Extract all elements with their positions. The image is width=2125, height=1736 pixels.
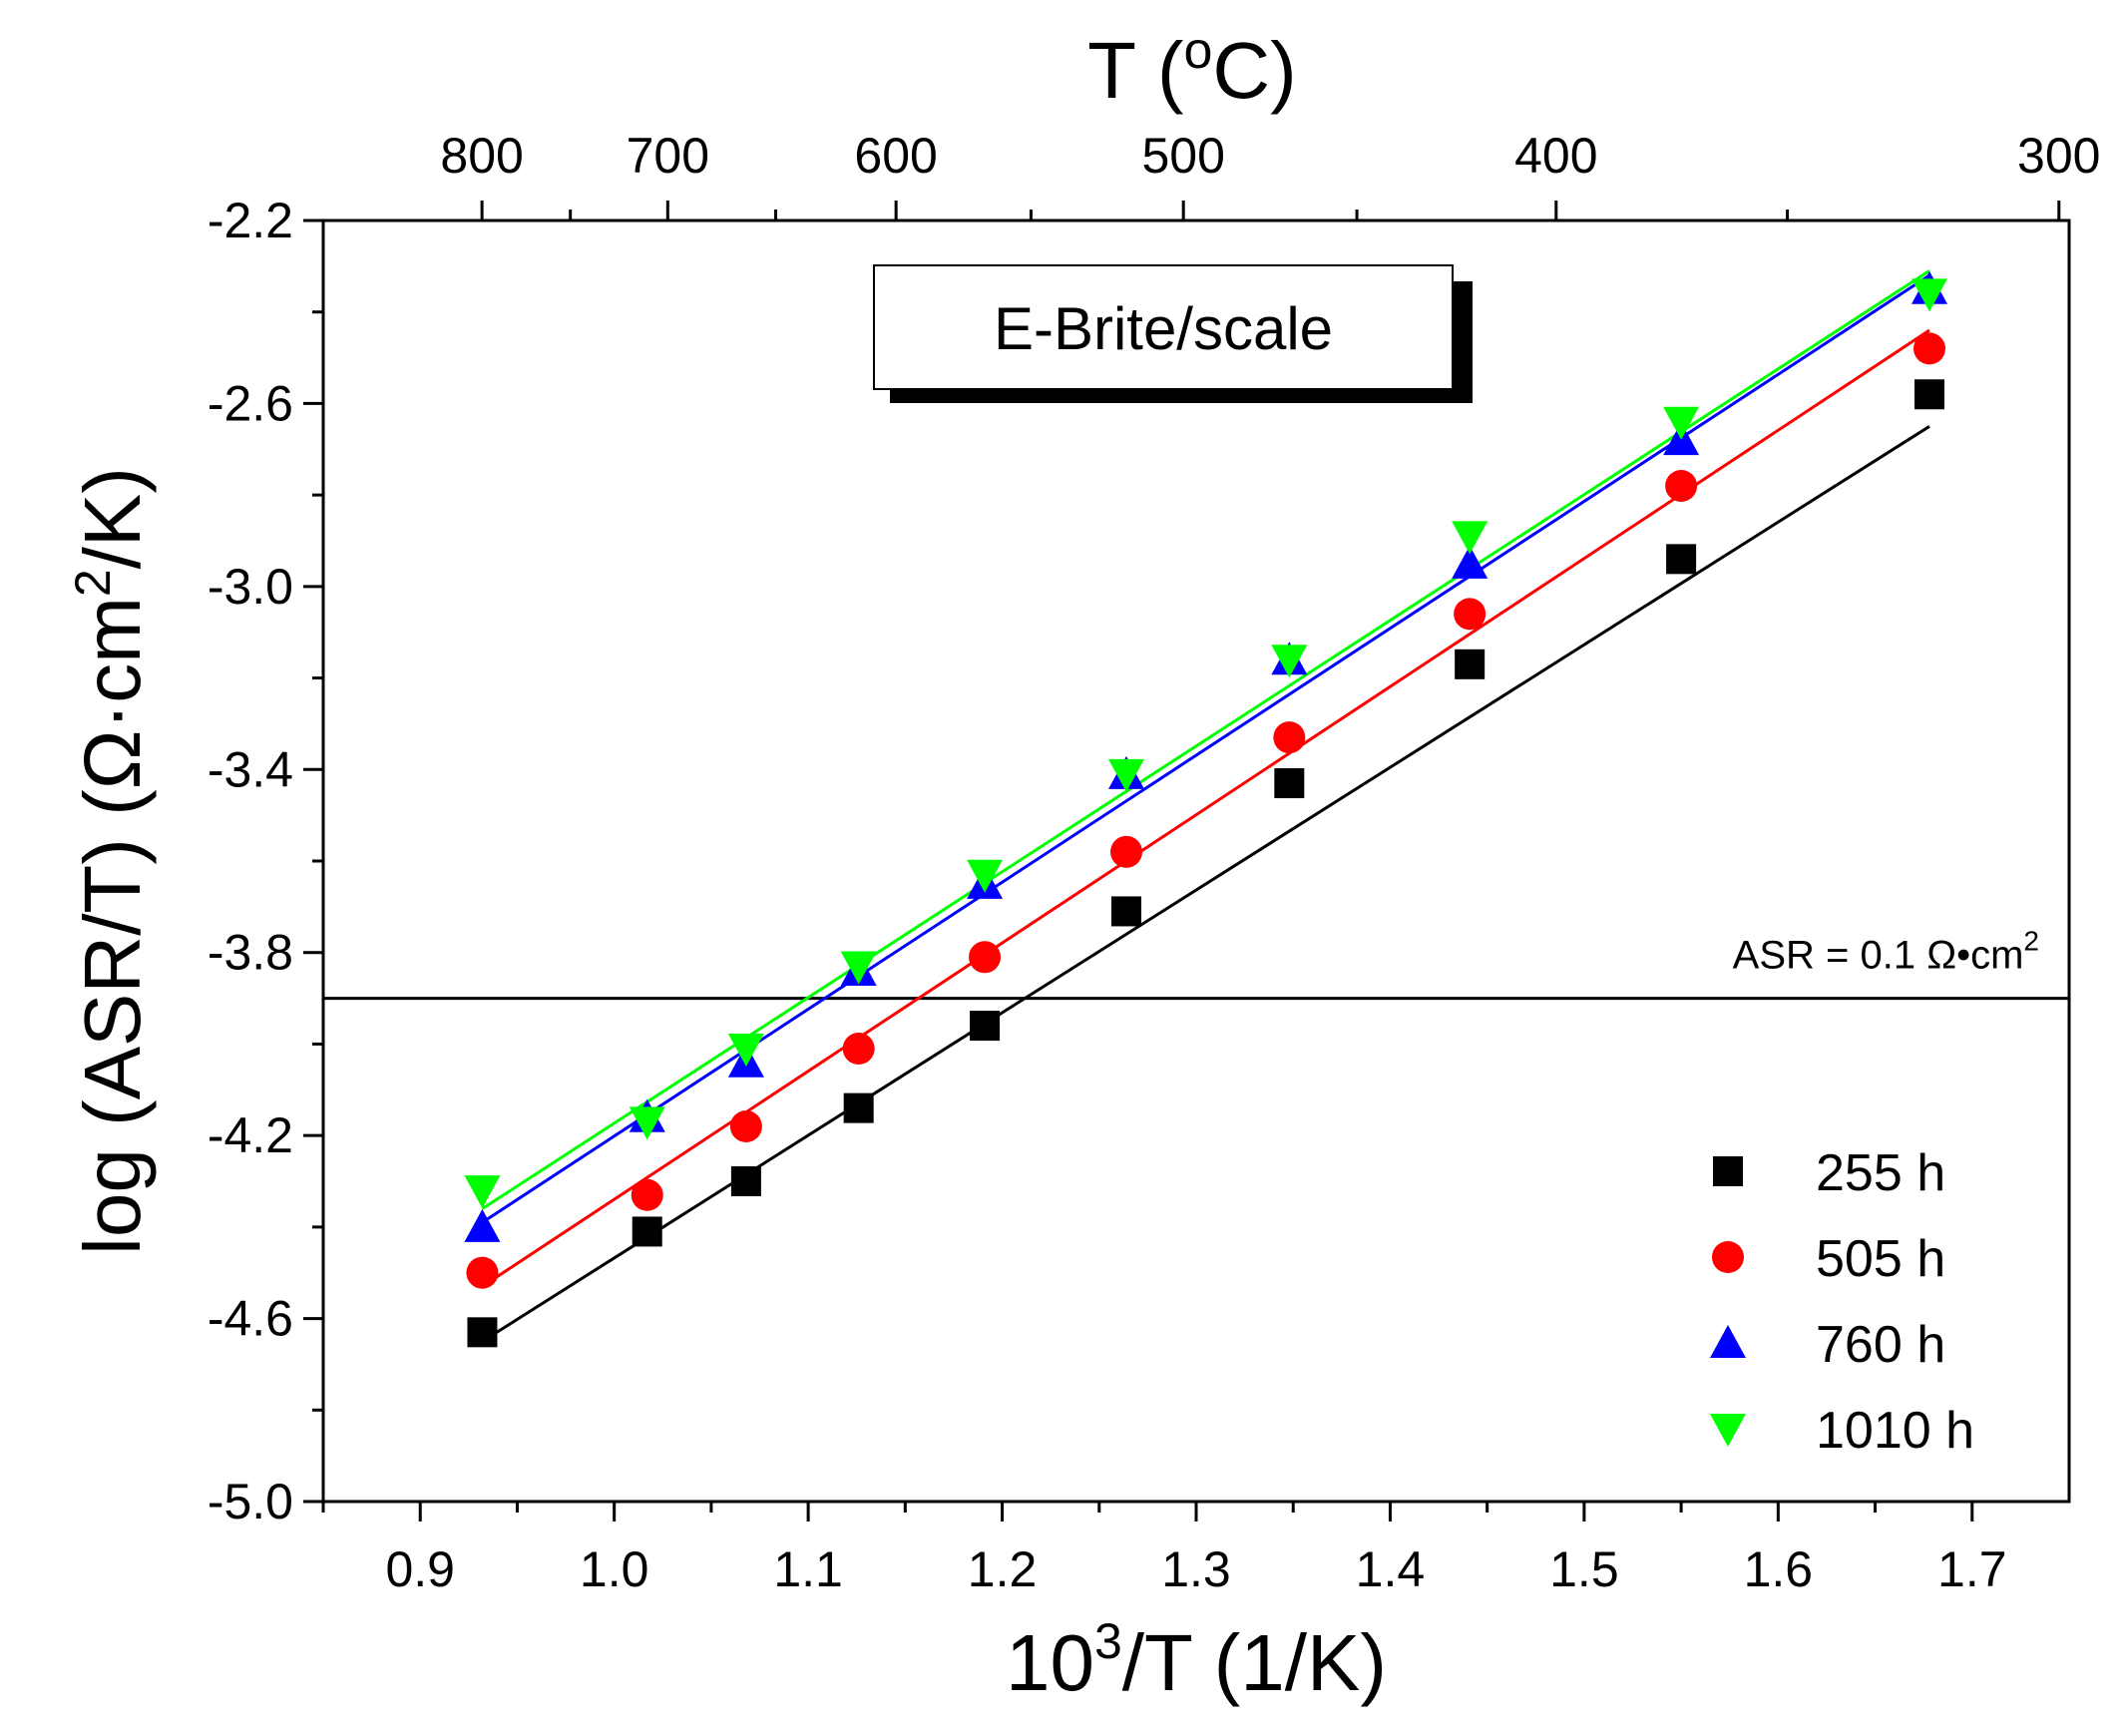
data-point <box>632 1216 662 1247</box>
x-axis-title: 103/T (1/K) <box>1006 1613 1387 1707</box>
data-point <box>1454 598 1487 631</box>
data-point <box>1665 469 1698 502</box>
data-point <box>467 1317 498 1348</box>
data-point <box>464 1175 501 1209</box>
data-point <box>1111 896 1141 927</box>
legend-label: 760 h <box>1816 1316 1945 1374</box>
data-point <box>1914 379 1944 410</box>
legend-label: 1010 h <box>1816 1402 1974 1460</box>
data-point <box>631 1178 663 1211</box>
top-tick-label: 800 <box>440 128 523 184</box>
fit-line <box>481 328 1930 1288</box>
tick-marks <box>303 201 2061 1521</box>
x-tick-label: 1.1 <box>773 1541 843 1597</box>
y-tick-label: -4.2 <box>208 1107 293 1163</box>
data-point <box>629 1106 665 1140</box>
y-tick-label: -3.4 <box>208 741 293 797</box>
x-tick-label: 1.4 <box>1356 1541 1426 1597</box>
data-point <box>1913 332 1945 365</box>
x-tick-label: 0.9 <box>385 1541 455 1597</box>
data-point <box>1912 278 1947 312</box>
y-tick-label: -4.6 <box>208 1291 293 1347</box>
legend-marker <box>1710 1325 1746 1358</box>
top-tick-label: 300 <box>2017 128 2100 184</box>
data-point <box>729 1109 762 1142</box>
fit-line <box>481 273 1930 1224</box>
data-point <box>1452 545 1488 579</box>
data-point <box>969 941 1002 974</box>
data-point <box>970 1011 1001 1042</box>
y-tick-label: -5.0 <box>208 1474 293 1529</box>
fit-line <box>481 269 1930 1210</box>
data-point <box>840 951 877 985</box>
x-tick-label: 1.3 <box>1161 1541 1231 1597</box>
annotation-box-frame <box>873 264 1454 390</box>
top-tick-label: 700 <box>627 128 709 184</box>
x-tick-label: 1.2 <box>968 1541 1038 1597</box>
fit-lines <box>481 269 1930 1343</box>
data-point <box>466 1256 499 1289</box>
legend-label: 255 h <box>1816 1144 1945 1202</box>
top-tick-label: 500 <box>1141 128 1224 184</box>
annotation-box: E-Brite/scale <box>873 264 1473 403</box>
data-point <box>730 1166 761 1196</box>
reference-label: ASR = 0.1 Ω•cm2 <box>1733 926 2039 978</box>
data-point <box>843 1092 874 1123</box>
data-point <box>1271 645 1308 678</box>
data-markers <box>464 270 1947 1348</box>
top-tick-label: 400 <box>1514 128 1597 184</box>
y-tick-label: -2.2 <box>208 193 293 248</box>
x-tick-label: 1.6 <box>1744 1541 1814 1597</box>
data-point <box>1663 406 1700 440</box>
data-point <box>1455 649 1486 679</box>
data-point <box>1666 544 1697 575</box>
data-point <box>1110 835 1142 868</box>
data-point <box>464 1208 501 1242</box>
y-tick-label: -3.8 <box>208 925 293 981</box>
legend-label: 505 h <box>1816 1230 1945 1288</box>
legend-marker <box>1713 1156 1743 1186</box>
legend-marker <box>1712 1241 1744 1273</box>
x-tick-label: 1.7 <box>1937 1541 2007 1597</box>
x-tick-label: 1.5 <box>1549 1541 1619 1597</box>
fit-line <box>481 425 1930 1343</box>
x-tick-label: 1.0 <box>580 1541 649 1597</box>
annotation-box-text: E-Brite/scale <box>994 295 1333 362</box>
data-point <box>1452 521 1488 555</box>
top-tick-label: 600 <box>854 128 937 184</box>
y-tick-label: -2.6 <box>208 375 293 431</box>
data-point <box>1108 758 1144 792</box>
y-tick-label: -3.0 <box>208 559 293 615</box>
legend: 255 h 505 h 760 h 1010 h <box>1710 1144 1974 1460</box>
data-point <box>727 1034 764 1068</box>
data-point <box>842 1033 875 1066</box>
data-point <box>967 859 1004 893</box>
top-axis-title: T (oC) <box>1087 22 1297 115</box>
legend-marker <box>1710 1414 1746 1447</box>
data-point <box>1273 721 1306 754</box>
data-point <box>1274 768 1305 799</box>
y-axis-title: log (ASR/T) (Ω·cm2/K) <box>65 467 157 1255</box>
